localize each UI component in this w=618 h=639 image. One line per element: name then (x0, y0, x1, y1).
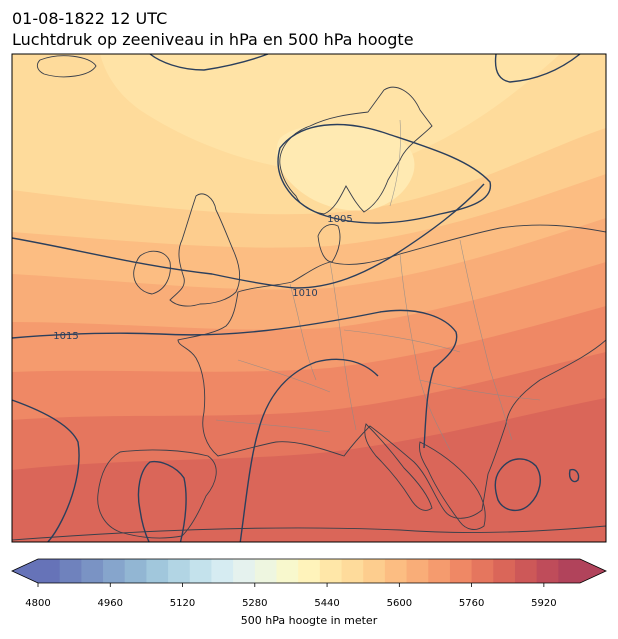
colorbar-cell (428, 559, 451, 583)
isobar-1005-north (277, 123, 492, 224)
colorbar-tick-label: 5920 (531, 598, 557, 609)
isobar-1015-loop (12, 399, 80, 542)
colorbar-extend-max (580, 559, 606, 583)
colorbar-cell (276, 559, 299, 583)
colorbar-cell (493, 559, 516, 583)
colorbar-cell (514, 559, 538, 583)
coast-denmark (317, 224, 341, 263)
colorbar-cell (363, 559, 386, 583)
isobar-lines (12, 54, 581, 542)
isobar-1010 (12, 183, 485, 289)
colorbar-extend-min (12, 559, 38, 583)
coast-great-britain (169, 193, 241, 307)
colorbar-tick-label: 5760 (458, 598, 485, 609)
colorbar-cell (103, 559, 126, 583)
colorbar-cell (146, 559, 169, 583)
coast-iceland (36, 55, 97, 78)
isobar-northeast (494, 54, 581, 83)
isobar-low-east (494, 458, 541, 511)
colorbar-tick-label: 5600 (386, 598, 413, 609)
colorbar-cell (168, 559, 191, 583)
colorbar-cell (211, 559, 234, 583)
isobar-1020-center (239, 358, 379, 542)
colorbar-cell (298, 559, 321, 583)
isobar-north (149, 54, 269, 71)
colorbar-cell (449, 559, 473, 583)
colorbar-cell (471, 559, 494, 583)
colorbar-cell (124, 559, 147, 583)
map-date: 01-08-1822 12 UTC (12, 9, 168, 28)
colorbar-cell (406, 559, 429, 583)
colorbar-cell (319, 559, 343, 583)
isobar-1020-south (137, 460, 187, 542)
colorbar-cell (558, 559, 581, 583)
colorbar-cell (81, 559, 104, 583)
colorbar-cell (233, 559, 256, 583)
colorbar-cell (536, 559, 559, 583)
isobar-label-1005: 1005 (327, 214, 352, 225)
colorbar-tick-label: 5280 (242, 598, 268, 609)
isobar-labels: 1005 1010 1015 (53, 214, 352, 342)
coast-africa (12, 525, 606, 542)
isobar-1015 (12, 309, 458, 449)
coast-balkans (419, 441, 486, 530)
colorbar-tick-label: 5440 (314, 598, 340, 609)
colorbar-cell (189, 559, 212, 583)
coast-continent (177, 224, 606, 519)
map-title: Luchtdruk op zeeniveau in hPa en 500 hPa… (12, 30, 414, 49)
colorbar-cell (59, 559, 82, 583)
isobar-label-1010: 1010 (292, 288, 317, 299)
colorbar-cell (341, 559, 364, 583)
country-borders (215, 119, 541, 451)
isobar-small-low (568, 468, 580, 483)
colorbar-tick-label: 4960 (97, 598, 123, 609)
colorbar-tick-label: 5120 (169, 598, 196, 609)
colorbar-cell (254, 559, 277, 583)
band-5480 (276, 124, 415, 211)
isobar-label-1015: 1015 (53, 331, 78, 342)
coast-ireland (133, 250, 171, 295)
colorbar-cell (38, 559, 61, 583)
band-5520 (100, 54, 560, 172)
colorbar-tick-label: 4800 (25, 598, 51, 609)
coast-italy (364, 423, 433, 511)
colorbar-outline (11, 558, 607, 584)
colorbar-cell (384, 559, 408, 583)
map-frame (11, 53, 607, 543)
height-bands (12, 54, 606, 542)
colorbar-title: 500 hPa hoogte in meter (240, 614, 378, 627)
